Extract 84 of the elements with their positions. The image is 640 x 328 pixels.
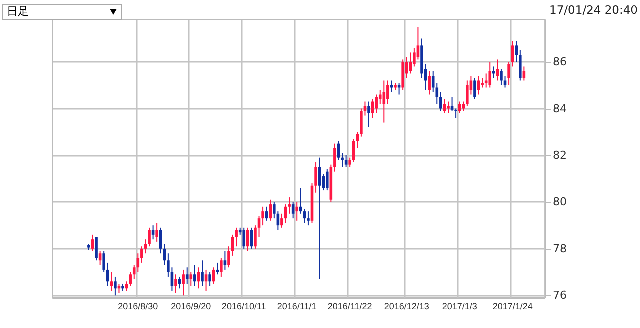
- candlestick: [440, 92, 442, 112]
- candlestick: [508, 62, 510, 86]
- candlestick: [95, 236, 98, 262]
- x-tick-label: 2017/1/24: [492, 302, 533, 312]
- candlestick: [511, 40, 514, 68]
- x-tick-label: 2017/1/3: [442, 302, 478, 312]
- candlestick: [484, 73, 488, 88]
- candlestick: [522, 66, 526, 82]
- candlestick: [447, 101, 450, 114]
- candlestick: [102, 250, 106, 273]
- candlestick: [174, 274, 178, 294]
- candlestick: [228, 246, 230, 268]
- candlestick: [443, 98, 446, 114]
- x-tick-label: 2016/8/30: [118, 302, 158, 312]
- candlestick: [186, 267, 189, 284]
- candlestick: [114, 276, 117, 296]
- candlestick: [91, 234, 94, 252]
- candlestick: [148, 227, 151, 248]
- candlestick: [201, 260, 204, 287]
- candlestick: [318, 157, 322, 280]
- y-tick-label: 84: [553, 102, 567, 116]
- candlestick: [378, 90, 382, 105]
- candlestick: [496, 59, 500, 82]
- candlestick: [416, 26, 420, 60]
- candlestick: [488, 62, 492, 88]
- x-tick-label: 2016/9/20: [171, 302, 212, 312]
- text: 17/01/24 20:40: [550, 3, 638, 17]
- candlestick: [326, 169, 329, 192]
- candlestick: [519, 50, 522, 82]
- candlestick: [334, 143, 336, 172]
- candlestick: [216, 262, 220, 276]
- candlestick: [375, 94, 378, 114]
- y-tick-label: 76: [553, 289, 567, 302]
- candlestick: [265, 206, 268, 222]
- candlestick: [280, 213, 284, 228]
- candlestick: [194, 264, 196, 287]
- candlestick: [269, 199, 272, 222]
- candlestick: [344, 154, 348, 168]
- candlestick: [258, 216, 261, 238]
- x-tick-label: 2016/12/13: [384, 302, 430, 312]
- candlestick: [190, 272, 193, 287]
- candlestick: [204, 269, 208, 292]
- y-tick-label: 78: [553, 242, 567, 256]
- candlestick: [208, 272, 212, 287]
- candlestick: [110, 272, 114, 292]
- candlestick: [409, 52, 412, 74]
- candlestick: [500, 68, 503, 86]
- candlestick: [314, 162, 318, 194]
- candlestick: [182, 269, 185, 296]
- candlestick: [224, 250, 227, 270]
- y-tick-label: 80: [553, 196, 567, 209]
- candlestick: [450, 96, 454, 112]
- candlestick: [156, 222, 158, 242]
- candlestick: [106, 262, 110, 287]
- x-tick-label: 2016/11/1: [277, 302, 317, 312]
- text: 日足: [7, 5, 29, 18]
- candlestick: [292, 202, 295, 220]
- candlestick: [254, 225, 257, 250]
- y-tick-label: 86: [553, 56, 567, 69]
- candlestick: [220, 258, 223, 278]
- candlestick: [428, 70, 431, 96]
- candlestick: [481, 78, 484, 88]
- candlestick: [307, 211, 310, 226]
- candlestick: [458, 101, 462, 114]
- candlestick: [477, 76, 480, 96]
- candlestick: [474, 78, 476, 100]
- candlestick: [515, 40, 518, 63]
- candlestick: [129, 272, 132, 287]
- candlestick: [462, 101, 466, 112]
- candlestick: [98, 250, 102, 266]
- candlestick: [504, 76, 507, 88]
- candlestick: [246, 227, 250, 252]
- x-tick-label: 2016/10/11: [222, 302, 266, 312]
- y-tick-label: 82: [553, 148, 567, 162]
- candlestick: [492, 66, 496, 79]
- x-tick-label: 2016/11/22: [328, 302, 372, 312]
- candlestick: [303, 208, 306, 224]
- candlestick: [341, 152, 344, 168]
- candlestick: [296, 202, 299, 222]
- candlestick: [466, 80, 469, 107]
- candlestick: [368, 101, 370, 128]
- candlestick: [386, 80, 390, 105]
- candlestick: [348, 157, 352, 168]
- candlestick: [242, 227, 246, 250]
